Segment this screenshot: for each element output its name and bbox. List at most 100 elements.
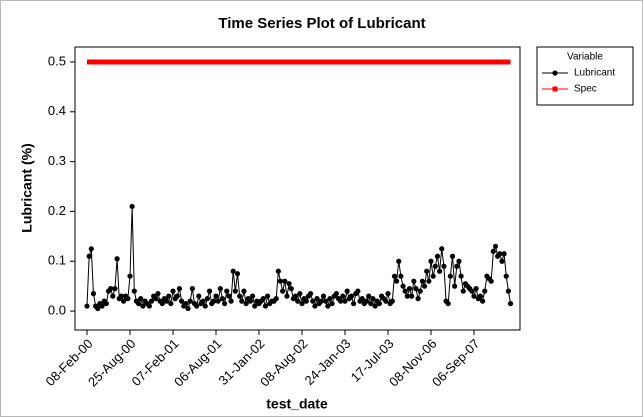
data-point xyxy=(310,298,316,304)
data-point xyxy=(108,286,114,292)
y-tick-label: 0.3 xyxy=(48,153,66,168)
data-point xyxy=(366,293,372,299)
data-point xyxy=(249,293,256,299)
data-point xyxy=(265,293,271,299)
data-point xyxy=(391,273,398,279)
data-point xyxy=(103,300,109,307)
data-point xyxy=(368,300,374,307)
data-point xyxy=(355,288,361,294)
data-point xyxy=(217,286,223,292)
data-point xyxy=(170,288,176,294)
data-point xyxy=(166,293,172,299)
legend-marker xyxy=(552,86,558,92)
data-point xyxy=(441,263,447,269)
data-point xyxy=(312,303,318,309)
data-point xyxy=(398,273,404,279)
data-point xyxy=(303,298,309,304)
data-point xyxy=(351,300,357,307)
data-point xyxy=(202,303,208,309)
data-point xyxy=(262,303,269,309)
data-point xyxy=(146,303,152,309)
data-point xyxy=(320,293,327,299)
data-point xyxy=(129,203,135,210)
data-point xyxy=(419,278,425,284)
data-point xyxy=(204,296,210,302)
data-point xyxy=(176,286,183,292)
data-point xyxy=(194,303,200,309)
data-point xyxy=(187,298,193,304)
data-point xyxy=(99,303,105,309)
data-point xyxy=(138,296,144,302)
data-point xyxy=(284,293,290,299)
data-point xyxy=(148,298,155,304)
legend-box xyxy=(536,46,634,106)
data-point xyxy=(273,296,279,302)
data-point xyxy=(114,256,120,262)
data-point xyxy=(86,253,92,259)
data-point xyxy=(338,298,344,304)
data-point xyxy=(497,251,503,257)
y-tick-label: 0.4 xyxy=(48,103,66,118)
data-point xyxy=(288,286,294,292)
data-point xyxy=(136,300,142,307)
data-point xyxy=(112,286,118,292)
data-point xyxy=(90,291,97,297)
data-point xyxy=(88,246,94,252)
data-point xyxy=(482,288,488,294)
data-point xyxy=(469,288,475,294)
data-point xyxy=(127,273,133,279)
data-point xyxy=(234,271,241,277)
data-point xyxy=(120,298,127,304)
data-point xyxy=(299,300,305,307)
data-point xyxy=(421,283,428,289)
legend-label: Spec xyxy=(574,84,597,95)
data-point xyxy=(406,286,413,292)
data-point xyxy=(252,303,258,309)
data-point xyxy=(359,296,365,302)
data-point xyxy=(308,291,314,297)
data-point xyxy=(243,300,249,307)
plot-area xyxy=(74,46,521,331)
data-point xyxy=(507,300,514,307)
data-point xyxy=(344,288,350,294)
data-point xyxy=(430,273,436,279)
data-point xyxy=(473,286,479,292)
data-point xyxy=(237,293,243,299)
data-point xyxy=(348,293,355,299)
y-tick-label: 0.0 xyxy=(48,303,66,318)
legend-label: Lubricant xyxy=(574,68,615,79)
data-point xyxy=(219,296,226,302)
data-point xyxy=(323,298,329,304)
data-point xyxy=(95,305,101,312)
data-point xyxy=(409,293,415,299)
data-point xyxy=(295,298,301,304)
data-point xyxy=(333,291,339,297)
data-point xyxy=(153,296,159,302)
y-tick-label: 0.2 xyxy=(48,203,66,218)
data-point xyxy=(239,298,245,304)
data-point xyxy=(232,288,238,294)
data-point xyxy=(452,283,458,289)
data-point xyxy=(428,258,434,264)
data-point xyxy=(454,263,460,269)
data-point xyxy=(434,253,441,259)
data-point xyxy=(292,293,299,299)
data-point xyxy=(84,303,90,309)
data-point xyxy=(376,300,382,307)
data-point xyxy=(340,293,346,299)
data-point xyxy=(488,278,494,284)
data-point xyxy=(480,298,486,304)
data-point xyxy=(118,293,124,299)
data-point xyxy=(447,273,453,279)
data-point xyxy=(215,298,221,304)
data-point xyxy=(286,281,292,287)
data-point xyxy=(206,288,213,294)
data-point xyxy=(460,288,466,294)
data-point xyxy=(325,303,331,309)
legend-marker xyxy=(552,70,558,76)
data-point xyxy=(241,288,247,294)
data-point xyxy=(501,251,507,257)
data-point xyxy=(445,300,451,307)
data-point xyxy=(159,300,165,307)
